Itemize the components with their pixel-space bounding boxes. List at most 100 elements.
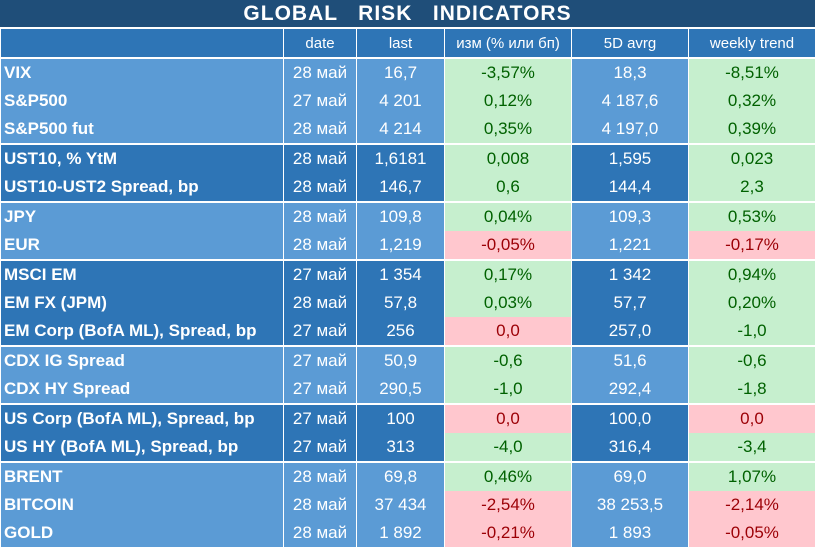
last-value-cell: 146,7: [357, 173, 445, 202]
change-cell: 0,03%: [445, 289, 572, 317]
five-day-average-cell: 316,4: [572, 433, 689, 462]
five-day-average-cell: 57,7: [572, 289, 689, 317]
five-day-average-cell: 257,0: [572, 317, 689, 346]
last-value-cell: 1,219: [357, 231, 445, 260]
five-day-average-cell: 109,3: [572, 202, 689, 231]
date-cell: 27 май: [284, 346, 357, 375]
last-value-cell: 100: [357, 404, 445, 433]
last-value-cell: 109,8: [357, 202, 445, 231]
weekly-trend-cell: -0,17%: [689, 231, 815, 260]
last-value-cell: 16,7: [357, 58, 445, 87]
sheet-title: GLOBAL RISK INDICATORS: [0, 0, 815, 28]
date-cell: 28 май: [284, 58, 357, 87]
weekly-trend-cell: -0,05%: [689, 519, 815, 547]
five-day-average-cell: 69,0: [572, 462, 689, 491]
date-cell: 27 май: [284, 87, 357, 115]
five-day-average-cell: 1,595: [572, 144, 689, 173]
date-cell: 27 май: [284, 317, 357, 346]
indicator-name-cell: MSCI EM: [1, 260, 284, 289]
change-cell: -2,54%: [445, 491, 572, 519]
five-day-average-cell: 1 342: [572, 260, 689, 289]
sheet-title-text: GLOBAL RISK INDICATORS: [243, 2, 571, 26]
weekly-trend-cell: -2,14%: [689, 491, 815, 519]
change-cell: 0,04%: [445, 202, 572, 231]
last-value-cell: 1 354: [357, 260, 445, 289]
change-cell: 0,0: [445, 317, 572, 346]
weekly-trend-cell: -0,6: [689, 346, 815, 375]
indicator-name-cell: CDX IG Spread: [1, 346, 284, 375]
date-cell: 28 май: [284, 491, 357, 519]
weekly-trend-cell: 0,32%: [689, 87, 815, 115]
five-day-average-cell: 292,4: [572, 375, 689, 404]
change-cell: -3,57%: [445, 58, 572, 87]
five-day-average-cell: 1,221: [572, 231, 689, 260]
weekly-trend-cell: 0,94%: [689, 260, 815, 289]
indicator-name-cell: EUR: [1, 231, 284, 260]
weekly-trend-cell: -8,51%: [689, 58, 815, 87]
five-day-average-cell: 18,3: [572, 58, 689, 87]
date-cell: 27 май: [284, 404, 357, 433]
change-cell: 0,12%: [445, 87, 572, 115]
weekly-trend-cell: -3,4: [689, 433, 815, 462]
date-cell: 28 май: [284, 144, 357, 173]
change-cell: 0,6: [445, 173, 572, 202]
last-value-cell: 4 214: [357, 115, 445, 144]
header-last: last: [357, 29, 445, 59]
date-cell: 27 май: [284, 433, 357, 462]
indicator-name-cell: UST10, % YtM: [1, 144, 284, 173]
date-cell: 28 май: [284, 202, 357, 231]
date-cell: 28 май: [284, 462, 357, 491]
last-value-cell: 290,5: [357, 375, 445, 404]
risk-indicators-sheet: GLOBAL RISK INDICATORS date last изм (% …: [0, 0, 815, 533]
date-cell: 28 май: [284, 519, 357, 547]
header-date: date: [284, 29, 357, 59]
weekly-trend-cell: 0,20%: [689, 289, 815, 317]
header-name: [1, 29, 284, 59]
five-day-average-cell: 4 197,0: [572, 115, 689, 144]
five-day-average-cell: 144,4: [572, 173, 689, 202]
indicator-name-cell: GOLD: [1, 519, 284, 547]
change-cell: -0,05%: [445, 231, 572, 260]
change-cell: -0,21%: [445, 519, 572, 547]
change-cell: -4,0: [445, 433, 572, 462]
indicator-name-cell: UST10-UST2 Spread, bp: [1, 173, 284, 202]
indicator-name-cell: US Corp (BofA ML), Spread, bp: [1, 404, 284, 433]
five-day-average-cell: 4 187,6: [572, 87, 689, 115]
change-cell: -0,6: [445, 346, 572, 375]
change-cell: -1,0: [445, 375, 572, 404]
weekly-trend-cell: -1,8: [689, 375, 815, 404]
last-value-cell: 50,9: [357, 346, 445, 375]
header-weekly-trend: weekly trend: [689, 29, 815, 59]
five-day-average-cell: 38 253,5: [572, 491, 689, 519]
weekly-trend-cell: 2,3: [689, 173, 815, 202]
change-cell: 0,35%: [445, 115, 572, 144]
date-cell: 28 май: [284, 289, 357, 317]
header-row: date last изм (% или бп) 5D avrg weekly …: [1, 29, 815, 59]
indicator-name-cell: EM FX (JPM): [1, 289, 284, 317]
date-cell: 27 май: [284, 375, 357, 404]
last-value-cell: 57,8: [357, 289, 445, 317]
date-cell: 27 май: [284, 260, 357, 289]
five-day-average-cell: 100,0: [572, 404, 689, 433]
change-cell: 0,0: [445, 404, 572, 433]
indicator-name-cell: EM Corp (BofA ML), Spread, bp: [1, 317, 284, 346]
indicator-name-cell: S&P500: [1, 87, 284, 115]
last-value-cell: 37 434: [357, 491, 445, 519]
header-change: изм (% или бп): [445, 29, 572, 59]
date-cell: 28 май: [284, 115, 357, 144]
date-cell: 28 май: [284, 231, 357, 260]
five-day-average-cell: 1 893: [572, 519, 689, 547]
indicator-name-cell: CDX HY Spread: [1, 375, 284, 404]
indicator-name-cell: BRENT: [1, 462, 284, 491]
